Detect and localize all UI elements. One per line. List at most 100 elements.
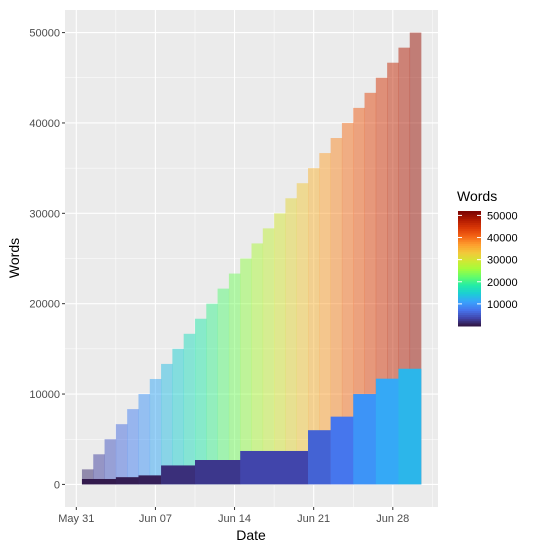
- x-axis: May 31 Jun 07 Jun 14 Jun 21 Jun 28: [58, 507, 409, 525]
- legend-colorbar-segment: [458, 262, 481, 266]
- legend-label: 10000: [487, 299, 518, 311]
- legend-colorbar-segment: [458, 303, 481, 306]
- cumulative-bar: [217, 288, 230, 485]
- y-tick-label: 0: [54, 479, 60, 491]
- legend-label: 50000: [487, 210, 518, 222]
- legend-colorbar-segment: [458, 285, 481, 289]
- legend-colorbar-segment: [458, 249, 481, 252]
- legend-colorbar-segment: [458, 258, 481, 262]
- step-bar: [138, 475, 162, 485]
- cumulative-bar: [375, 77, 388, 485]
- legend-colorbar-segment: [458, 287, 481, 291]
- legend-colorbar-segment: [458, 324, 481, 327]
- x-tick-label: Jun 14: [218, 513, 251, 525]
- legend-colorbar-segment: [458, 310, 481, 314]
- legend-colorbar-segment: [458, 299, 481, 302]
- y-tick-label: 40000: [29, 118, 60, 130]
- step-bar: [81, 478, 117, 485]
- step-bar: [240, 450, 309, 485]
- legend-colorbar-segment: [458, 212, 481, 216]
- legend-colorbar-segment: [458, 214, 481, 218]
- legend-colorbar-segment: [458, 293, 481, 296]
- legend-colorbar-segment: [458, 239, 481, 243]
- step-bar: [398, 368, 422, 485]
- cumulative-bar: [251, 243, 264, 485]
- legend-colorbar-segment: [458, 295, 481, 298]
- legend-colorbar-segment: [458, 247, 481, 250]
- step-bars: [81, 368, 422, 485]
- legend-colorbar-segment: [458, 276, 481, 279]
- legend-label: 40000: [487, 233, 518, 245]
- cumulative-bar: [104, 439, 117, 485]
- legend-colorbar-segment: [458, 270, 481, 273]
- cumulative-bar: [319, 153, 331, 485]
- legend-colorbar-segment: [458, 314, 481, 317]
- cumulative-bar: [341, 122, 354, 485]
- legend-colorbar-segment: [458, 266, 481, 269]
- legend-colorbar-segment: [458, 230, 481, 233]
- legend-colorbar-segment: [458, 308, 481, 312]
- step-bar: [115, 477, 139, 485]
- legend-title: Words: [457, 188, 497, 204]
- cumulative-bar: [398, 47, 411, 485]
- cumulative-bars: [81, 32, 422, 485]
- legend-colorbar-segment: [458, 301, 481, 304]
- legend-colorbar-segment: [458, 218, 481, 222]
- cumulative-bar: [285, 198, 298, 485]
- cumulative-bar: [93, 454, 105, 485]
- legend-colorbar-segment: [458, 274, 481, 277]
- cumulative-bar: [183, 333, 196, 485]
- y-tick-label: 50000: [29, 28, 60, 40]
- legend-colorbar-segment: [458, 251, 481, 254]
- legend-label: 30000: [487, 255, 518, 267]
- cumulative-bar: [149, 378, 162, 485]
- cumulative-bar: [81, 469, 94, 485]
- y-axis-title: Words: [6, 238, 22, 278]
- legend-colorbar-segment: [458, 253, 481, 256]
- legend-colorbar-segment: [458, 220, 481, 223]
- legend-colorbar-segment: [458, 322, 481, 325]
- x-tick-label: Jun 28: [376, 513, 409, 525]
- y-tick-label: 20000: [29, 299, 60, 311]
- x-tick-label: Jun 21: [297, 513, 330, 525]
- legend-colorbar-segment: [458, 318, 481, 321]
- x-tick-label: May 31: [58, 513, 94, 525]
- x-axis-title: Date: [236, 527, 266, 543]
- cumulative-bar: [194, 318, 207, 485]
- cumulative-bar: [387, 62, 399, 485]
- cumulative-bar: [228, 273, 241, 485]
- legend-colorbar-segment: [458, 289, 481, 292]
- legend-colorbar-segment: [458, 320, 481, 323]
- legend-colorbar-segment: [458, 297, 481, 300]
- cumulative-bar: [296, 183, 309, 485]
- legend-colorbar-segment: [458, 243, 481, 246]
- cumulative-bar: [127, 409, 139, 485]
- cumulative-bar: [364, 92, 377, 485]
- legend-colorbar-segment: [458, 316, 481, 319]
- legend-colorbar-segment: [458, 255, 481, 258]
- legend-colorbar-segment: [458, 224, 481, 227]
- cumulative-bar: [308, 168, 320, 485]
- legend-colorbar-segment: [458, 257, 481, 260]
- legend-colorbar-segment: [458, 237, 481, 241]
- legend-colorbar-segment: [458, 232, 481, 235]
- cumulative-bar: [240, 258, 252, 485]
- step-bar: [330, 416, 354, 485]
- x-tick-label: Jun 07: [139, 513, 172, 525]
- y-tick-label: 30000: [29, 208, 60, 220]
- step-bar: [353, 394, 377, 485]
- legend: Words 10000 20000 30000 40000 50000: [457, 188, 518, 327]
- cumulative-bar: [262, 228, 275, 485]
- cumulative-bar: [353, 107, 365, 485]
- cumulative-bar: [161, 363, 173, 485]
- legend-colorbar-segment: [458, 278, 481, 281]
- legend-colorbar-segment: [458, 235, 481, 239]
- legend-colorbar-segment: [458, 281, 481, 285]
- cumulative-bar: [330, 138, 343, 485]
- legend-colorbar-segment: [458, 306, 481, 310]
- legend-colorbar-segment: [458, 312, 481, 315]
- legend-colorbar-segment: [458, 222, 481, 225]
- legend-colorbar-segment: [458, 216, 481, 220]
- step-bar: [194, 460, 241, 485]
